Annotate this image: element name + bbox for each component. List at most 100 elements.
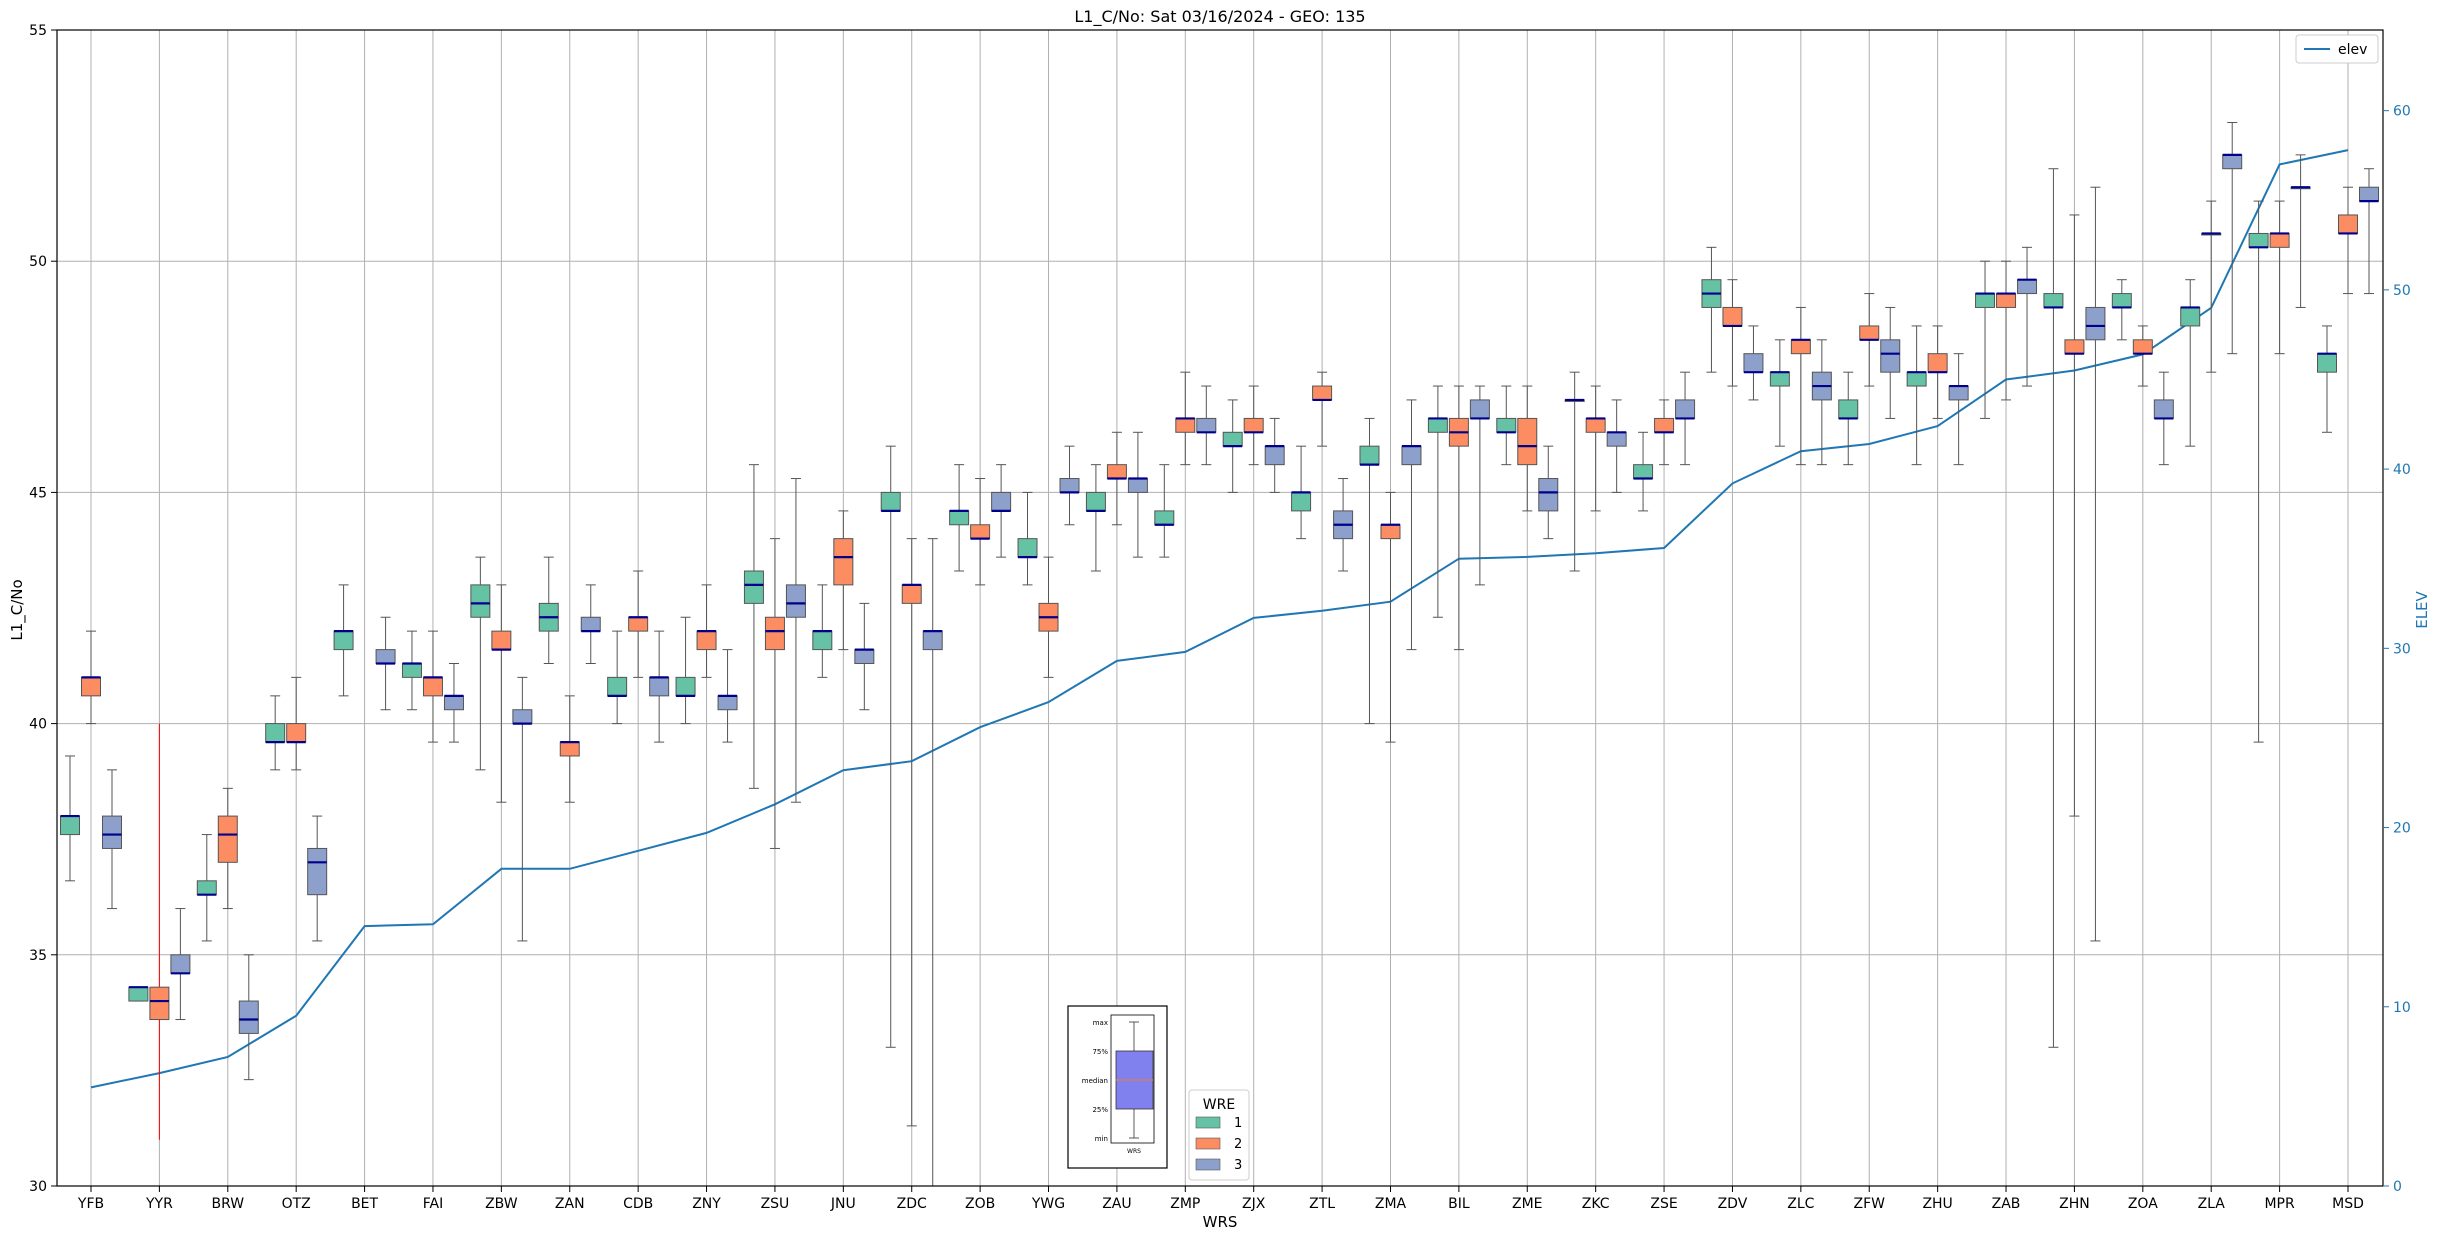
box-wre3-zdc xyxy=(922,538,943,1187)
box-iqr xyxy=(1880,339,1901,373)
box-iqr xyxy=(512,709,533,725)
x-tick-label: ZME xyxy=(1512,1196,1543,1212)
legend-elev: elev xyxy=(2295,34,2379,64)
box-wre2-zjx xyxy=(1243,385,1264,466)
box-iqr xyxy=(580,616,601,632)
box-wre3-zny xyxy=(717,649,738,743)
box-iqr xyxy=(764,616,785,651)
box-wre2-zan xyxy=(559,695,580,803)
legend-wre-swatch xyxy=(1195,1158,1221,1171)
box-wre3-zla xyxy=(2222,121,2243,355)
inset-key-label: median xyxy=(1082,1077,1108,1085)
box-wre3-bet xyxy=(375,616,396,711)
box-iqr xyxy=(1927,353,1948,373)
box-iqr xyxy=(286,723,307,743)
box-wre1-cdb xyxy=(607,630,628,725)
box-wre2-zma xyxy=(1380,491,1401,743)
x-tick-label: FAI xyxy=(423,1196,443,1212)
box-iqr xyxy=(1127,478,1148,493)
box-iqr xyxy=(1743,353,1764,373)
box-wre2-ztl xyxy=(1312,371,1333,447)
x-tick-label: ZJX xyxy=(1242,1196,1266,1212)
box-wre3-zan xyxy=(580,584,601,664)
box-iqr xyxy=(2180,306,2201,327)
box-iqr xyxy=(1196,417,1217,433)
box-wre2-zmp xyxy=(1175,371,1196,466)
x-tick-label: YYR xyxy=(145,1196,173,1212)
axes: 30 35 40 45 50 55 0 10 20 30 40 50 60 YFB YYR BRW OTZ BET… xyxy=(29,23,2411,1212)
box-iqr xyxy=(949,510,970,526)
box-wre2-msd xyxy=(2338,186,2358,295)
box-iqr xyxy=(1469,399,1490,419)
box-wre1-zhu xyxy=(1906,325,1927,466)
box-wre1-zhn xyxy=(2043,168,2064,1048)
box-iqr xyxy=(970,524,991,540)
box-wre1-msd xyxy=(2317,325,2337,433)
x-tick-label: ZBW xyxy=(485,1196,518,1212)
x-tick-label: ZMP xyxy=(1170,1196,1200,1212)
box-wre3-zkc xyxy=(1606,399,1627,493)
box-wre3-zse xyxy=(1675,371,1696,466)
box-iqr xyxy=(2153,399,2174,419)
box-wre2-zau xyxy=(1106,431,1127,526)
box-iqr xyxy=(1359,445,1380,466)
x-tick-label: ZOA xyxy=(2128,1196,2158,1212)
box-iqr xyxy=(696,630,717,651)
box-iqr xyxy=(1017,538,1038,558)
box-iqr xyxy=(1538,478,1559,512)
box-iqr xyxy=(196,880,217,896)
box-wre3-zab xyxy=(2017,246,2038,387)
box-iqr xyxy=(812,630,833,651)
box-wre3-zau xyxy=(1127,431,1148,558)
box-iqr xyxy=(1996,293,2017,308)
box-iqr xyxy=(785,584,806,618)
box-wre1-zme xyxy=(1496,385,1517,466)
box-wre2-mpr xyxy=(2269,200,2290,355)
y-tick-label: 40 xyxy=(29,717,47,733)
box-wre2-zkc xyxy=(1585,385,1606,512)
box-iqr xyxy=(901,584,922,604)
box-wre3-ztl xyxy=(1333,478,1354,572)
box-wre3-zbw xyxy=(512,676,533,942)
box-iqr xyxy=(1264,445,1285,466)
y-tick-label: 50 xyxy=(29,254,47,270)
box-iqr xyxy=(1312,385,1333,401)
box-wre2-zob xyxy=(970,478,991,586)
box-wre3-zlc xyxy=(1811,339,1832,466)
box-wre2-bil xyxy=(1448,385,1469,651)
elev-series xyxy=(90,149,2349,1089)
inset-xlabel: WRS xyxy=(1127,1148,1141,1155)
box-iqr xyxy=(2269,232,2290,248)
legend-wre-label: 3 xyxy=(1234,1158,1242,1173)
box-wre1-yyr xyxy=(128,986,149,1002)
box-iqr xyxy=(1154,510,1175,526)
chart-title: L1_C/No: Sat 03/16/2024 - GEO: 135 xyxy=(1074,7,1365,27)
x-tick-label: ZLA xyxy=(2198,1196,2226,1212)
x-tick-label: ZKC xyxy=(1582,1196,1610,1212)
y2-tick-label: 30 xyxy=(2393,641,2411,657)
y2-tick-label: 10 xyxy=(2393,1000,2411,1016)
box-wre1-zau xyxy=(1085,464,1106,572)
x-tick-label: ZHN xyxy=(2059,1196,2090,1212)
box-wre3-msd xyxy=(2359,168,2379,295)
box-wre3-brw xyxy=(238,954,259,1081)
boxplot-key-inset: max 75% median 25% min WRS xyxy=(1067,1005,1168,1169)
x-tick-label: BRW xyxy=(211,1196,244,1212)
x-tick-label: MSD xyxy=(2332,1196,2364,1212)
box-iqr xyxy=(1975,293,1996,308)
inset-key-label: max xyxy=(1093,1019,1108,1027)
box-wre1-zob xyxy=(949,464,970,572)
box-iqr xyxy=(265,723,286,743)
box-wre3-jnu xyxy=(854,602,875,711)
x-tick-label: ZDC xyxy=(897,1196,927,1212)
box-wre3-zoa xyxy=(2153,371,2174,466)
box-wre2-zlc xyxy=(1790,306,1811,466)
x-tick-label: MPR xyxy=(2264,1196,2295,1212)
box-wre3-fai xyxy=(443,662,464,743)
box-iqr xyxy=(2064,339,2085,355)
legend-wre: WRE 1 2 3 xyxy=(1188,1089,1250,1181)
box-wre1-ztl xyxy=(1291,445,1312,540)
box-wre1-zdc xyxy=(880,445,901,1048)
box-iqr xyxy=(1790,339,1811,355)
